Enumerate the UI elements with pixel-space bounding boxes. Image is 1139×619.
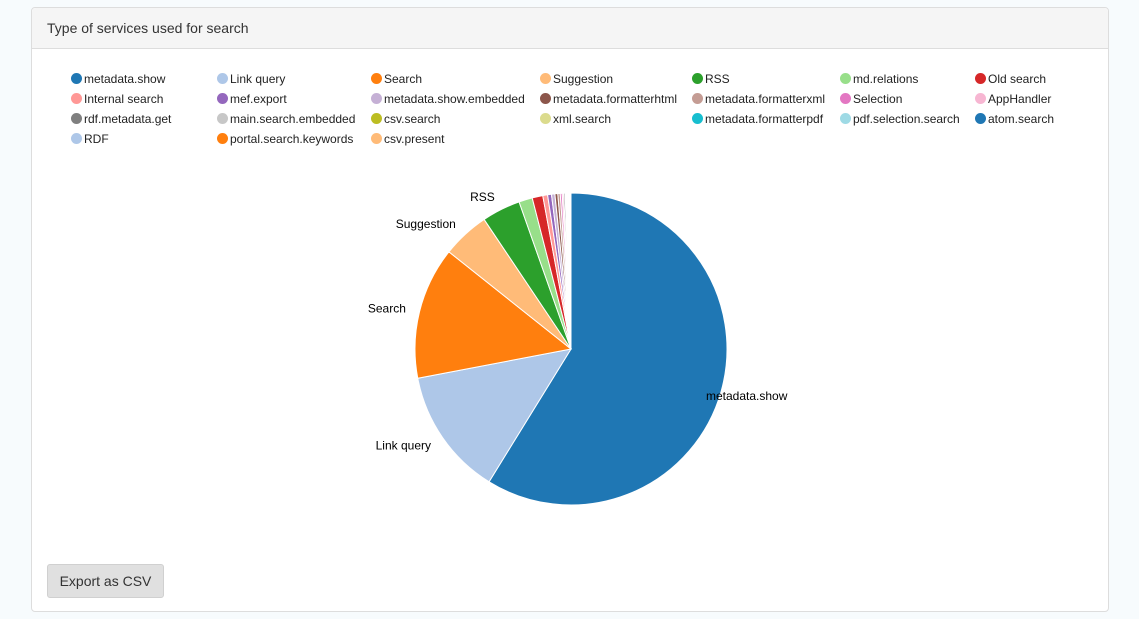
legend-item-csv-present[interactable]: csv.present bbox=[371, 131, 444, 147]
legend-item-search[interactable]: Search bbox=[371, 71, 422, 87]
legend-item-suggestion[interactable]: Suggestion bbox=[540, 71, 613, 87]
legend-item-metadata-show[interactable]: metadata.show bbox=[71, 71, 165, 87]
legend-swatch bbox=[71, 113, 82, 124]
legend-label: xml.search bbox=[553, 112, 612, 126]
legend-item-rdf[interactable]: RDF bbox=[71, 131, 109, 147]
legend-swatch bbox=[540, 73, 551, 84]
legend-swatch bbox=[840, 93, 851, 104]
legend-swatch bbox=[371, 113, 382, 124]
legend-label: metadata.show bbox=[84, 72, 166, 86]
legend-swatch bbox=[217, 73, 228, 84]
legend-item-link-query[interactable]: Link query bbox=[217, 71, 285, 87]
legend-item-internal-search[interactable]: Internal search bbox=[71, 91, 163, 107]
panel-title: Type of services used for search bbox=[32, 8, 1108, 49]
legend-label: atom.search bbox=[988, 112, 1055, 126]
legend-swatch bbox=[692, 73, 703, 84]
legend-item-mef-export[interactable]: mef.export bbox=[217, 91, 287, 107]
legend-label: metadata.formatterxml bbox=[705, 92, 826, 106]
legend-label: main.search.embedded bbox=[230, 112, 356, 126]
legend-label: Suggestion bbox=[553, 72, 614, 86]
pie-slice-search[interactable] bbox=[414, 251, 573, 379]
legend-item-metadata-formatterhtml[interactable]: metadata.formatterhtml bbox=[540, 91, 677, 107]
legend-item-md-relations[interactable]: md.relations bbox=[840, 71, 918, 87]
legend-swatch bbox=[71, 73, 82, 84]
legend-label: pdf.selection.search bbox=[853, 112, 960, 126]
legend-swatch bbox=[371, 133, 382, 144]
pie-slice-link-query[interactable] bbox=[417, 348, 573, 483]
legend-label: md.relations bbox=[853, 72, 919, 86]
legend-swatch bbox=[217, 133, 228, 144]
legend-item-selection[interactable]: Selection bbox=[840, 91, 902, 107]
legend-swatch bbox=[840, 113, 851, 124]
legend-swatch bbox=[217, 93, 228, 104]
legend-swatch bbox=[71, 133, 82, 144]
legend-swatch bbox=[692, 113, 703, 124]
legend-item-csv-search[interactable]: csv.search bbox=[371, 111, 440, 127]
legend-swatch bbox=[71, 93, 82, 104]
legend-label: RDF bbox=[84, 132, 109, 146]
pie-slice-metadata-show[interactable] bbox=[488, 192, 728, 506]
legend-label: csv.search bbox=[384, 112, 441, 126]
legend-item-main-search-embedded[interactable]: main.search.embedded bbox=[217, 111, 355, 127]
legend-label: AppHandler bbox=[988, 92, 1052, 106]
export-csv-button[interactable]: Export as CSV bbox=[47, 564, 164, 598]
legend-swatch bbox=[840, 73, 851, 84]
chart-legend: metadata.show Link query Search Suggestion R… bbox=[71, 62, 1071, 146]
legend-swatch bbox=[371, 73, 382, 84]
legend-label: csv.present bbox=[384, 132, 445, 146]
chart-panel: Type of services used for search bbox=[31, 7, 1109, 612]
legend-label: portal.search.keywords bbox=[230, 132, 354, 146]
legend-swatch bbox=[540, 113, 551, 124]
legend-label: Old search bbox=[988, 72, 1047, 86]
legend-swatch bbox=[975, 113, 986, 124]
legend-label: metadata.formatterpdf bbox=[705, 112, 824, 126]
legend-item-old-search[interactable]: Old search bbox=[975, 71, 1046, 87]
legend-label: Search bbox=[384, 72, 423, 86]
legend-label: metadata.show.embedded bbox=[384, 92, 525, 106]
legend-item-apphandler[interactable]: AppHandler bbox=[975, 91, 1051, 107]
legend-item-atom-search[interactable]: atom.search bbox=[975, 111, 1054, 127]
legend-item-metadata-formatterxml[interactable]: metadata.formatterxml bbox=[692, 91, 825, 107]
legend-label: Selection bbox=[853, 92, 903, 106]
legend-label: metadata.formatterhtml bbox=[553, 92, 678, 106]
legend-swatch bbox=[371, 93, 382, 104]
legend-item-metadata-show-embedded[interactable]: metadata.show.embedded bbox=[371, 91, 525, 107]
legend-label: mef.export bbox=[230, 92, 287, 106]
legend-item-xml-search[interactable]: xml.search bbox=[540, 111, 611, 127]
legend-item-pdf-selection-search[interactable]: pdf.selection.search bbox=[840, 111, 960, 127]
legend-item-rdf-metadata-get[interactable]: rdf.metadata.get bbox=[71, 111, 171, 127]
legend-swatch bbox=[975, 73, 986, 84]
legend-swatch bbox=[540, 93, 551, 104]
legend-swatch bbox=[217, 113, 228, 124]
legend-label: Link query bbox=[230, 72, 286, 86]
legend-label: Internal search bbox=[84, 92, 164, 106]
legend-swatch bbox=[692, 93, 703, 104]
legend-label: RSS bbox=[705, 72, 730, 86]
legend-item-metadata-formatterpdf[interactable]: metadata.formatterpdf bbox=[692, 111, 823, 127]
legend-item-portal-search-keywords[interactable]: portal.search.keywords bbox=[217, 131, 353, 147]
legend-swatch bbox=[975, 93, 986, 104]
legend-label: rdf.metadata.get bbox=[84, 112, 172, 126]
legend-item-rss[interactable]: RSS bbox=[692, 71, 730, 87]
